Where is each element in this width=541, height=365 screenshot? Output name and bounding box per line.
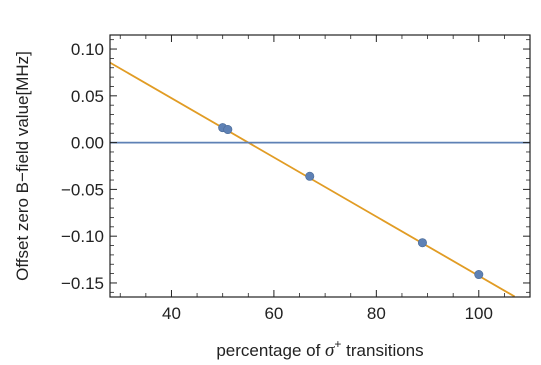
- axis-ticks: 40 60 80 100 0.10 0.05 0.00 −0.05 −0.10 −0.15: [61, 35, 531, 323]
- plot-clip-group: [110, 61, 530, 297]
- x-tick-label: 40: [162, 304, 181, 323]
- x-axis-label-superscript: +: [334, 337, 341, 351]
- y-tick-label: 0.10: [71, 40, 104, 59]
- data-point: [305, 171, 315, 181]
- y-axis-label: Offset zero B−field value[MHz]: [13, 51, 32, 281]
- y-tick-label: −0.05: [61, 180, 104, 199]
- plot-area: [110, 61, 530, 297]
- x-tick-label: 80: [367, 304, 386, 323]
- x-axis-label-suffix: transitions: [341, 341, 423, 360]
- plot-frame: [109, 34, 531, 298]
- x-tick-label: 60: [264, 304, 283, 323]
- data-point: [223, 125, 233, 135]
- y-tick-label: −0.10: [61, 227, 104, 246]
- x-tick-label: 100: [465, 304, 493, 323]
- y-tick-label: −0.15: [61, 274, 104, 293]
- data-point: [474, 270, 484, 280]
- y-tick-label: 0.05: [71, 87, 104, 106]
- y-tick-label: 0.00: [71, 134, 104, 153]
- x-axis-label: percentage of σ+ transitions: [216, 337, 423, 361]
- x-axis-label-prefix: percentage of: [216, 341, 325, 360]
- x-axis-label-symbol: σ: [325, 340, 335, 361]
- data-point: [417, 238, 427, 248]
